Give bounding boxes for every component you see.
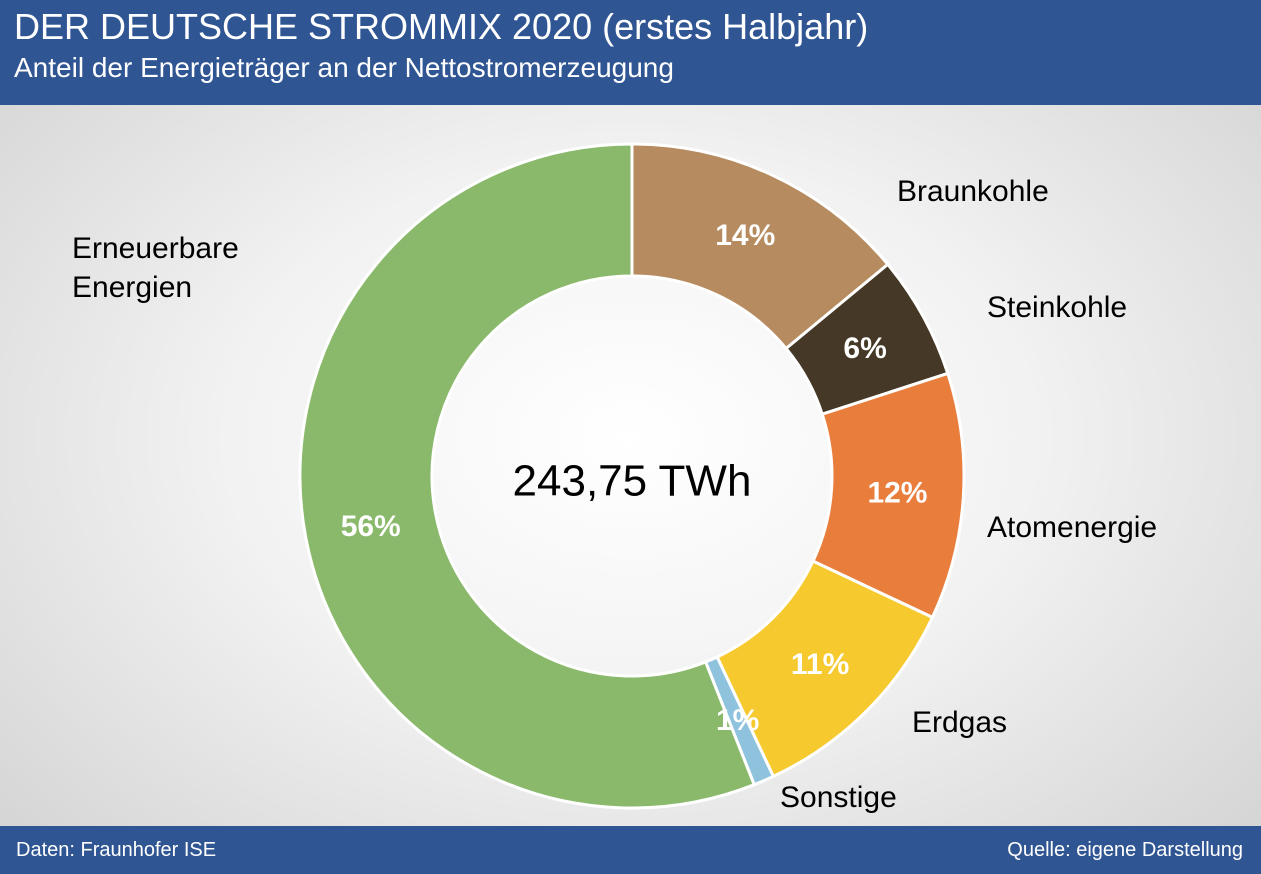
chart-title: DER DEUTSCHE STROMMIX 2020 (erstes Halbj… [14, 6, 869, 47]
donut-slice [298, 142, 757, 810]
center-label: 243,75 TWh [513, 457, 752, 506]
header: DER DEUTSCHE STROMMIX 2020 (erstes Halbj… [0, 0, 1261, 105]
footer: Daten: Fraunhofer ISE Quelle: eigene Dar… [0, 826, 1261, 874]
value-label: 56% [341, 510, 401, 543]
category-label: Atomenergie [987, 511, 1158, 544]
source-right: Quelle: eigene Darstellung [1007, 839, 1243, 861]
value-label: 12% [867, 477, 927, 510]
category-label: Steinkohle [987, 291, 1128, 324]
value-label: 14% [715, 219, 775, 252]
category-label: Erdgas [912, 706, 1008, 739]
category-label: Erneuerbare Energien [72, 232, 239, 304]
source-left: Daten: Fraunhofer ISE [16, 839, 217, 861]
category-label: Sonstige [780, 781, 897, 814]
value-label: 6% [843, 332, 886, 365]
value-label: 1% [716, 704, 759, 737]
donut-slice [630, 142, 890, 351]
chart-subtitle: Anteil der Energieträger an der Nettostr… [14, 52, 674, 83]
category-label: Braunkohle [897, 175, 1049, 208]
value-label: 11% [791, 648, 849, 681]
